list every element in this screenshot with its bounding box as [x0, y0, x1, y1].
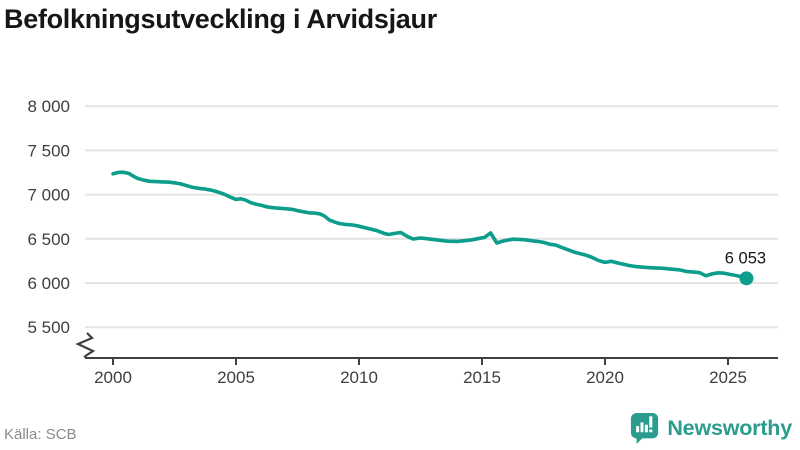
x-axis-tick-label: 2025 — [709, 368, 747, 387]
y-axis-tick-label: 6 500 — [27, 230, 70, 249]
x-axis-tick-label: 2015 — [463, 368, 501, 387]
source-note: Källa: SCB — [4, 426, 77, 443]
x-axis-tick-label: 2000 — [94, 368, 132, 387]
y-axis-tick-label: 7 500 — [27, 141, 70, 160]
y-axis-tick-label: 5 500 — [27, 318, 70, 337]
page-title: Befolkningsutveckling i Arvidsjaur — [4, 4, 437, 34]
brand-footer: Newsworthy — [630, 412, 792, 445]
axis-break-icon — [75, 332, 96, 358]
brand-name: Newsworthy — [667, 416, 792, 440]
population-series-line — [111, 170, 749, 281]
end-value-label: 6 053 — [725, 249, 766, 267]
y-axis-tick-label: 6 000 — [27, 274, 70, 293]
y-axis-tick-label: 8 000 — [27, 97, 70, 116]
y-axis-tick-label: 7 000 — [27, 186, 70, 205]
series-end-marker — [739, 271, 754, 286]
x-axis-tick-label: 2005 — [217, 368, 255, 387]
x-axis-tick-label: 2020 — [586, 368, 624, 387]
x-axis-tick-label: 2010 — [340, 368, 378, 387]
newsworthy-logo-icon — [631, 413, 659, 444]
